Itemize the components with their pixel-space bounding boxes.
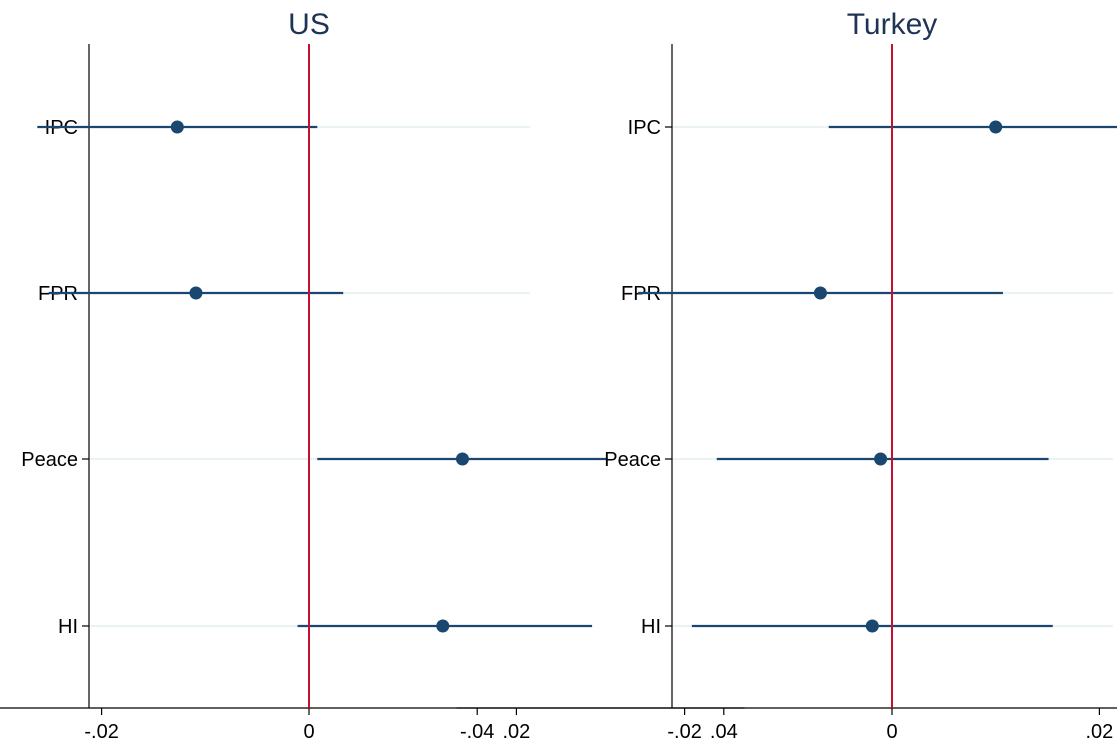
point-marker-turkey-fpr (813, 286, 827, 300)
x-tick-label-us-3: .02 (502, 721, 530, 743)
x-tick-label-turkey-1: -.02 (667, 721, 701, 743)
x-tick-label-us-1: -.02 (84, 721, 118, 743)
point-marker-us-peace (455, 452, 469, 466)
x-tick-label-turkey-2: 0 (886, 721, 897, 743)
panel-title-turkey: Turkey (847, 8, 938, 41)
point-marker-turkey-hi (865, 619, 879, 633)
y-tick-label-turkey-ipc: IPC (628, 117, 661, 139)
point-marker-us-fpr (189, 286, 203, 300)
y-tick-label-turkey-peace: Peace (604, 449, 661, 471)
x-tick-label-us-2: 0 (303, 721, 314, 743)
point-marker-us-ipc (170, 120, 184, 134)
x-tick-label-us-4: .04 (710, 721, 738, 743)
point-marker-turkey-peace (874, 452, 888, 466)
panel-title-us: US (288, 8, 330, 41)
x-tick-label-turkey-3: .02 (1085, 721, 1113, 743)
y-tick-label-turkey-hi: HI (641, 616, 661, 638)
point-marker-turkey-ipc (989, 120, 1003, 134)
y-tick-label-us-peace: Peace (21, 449, 78, 471)
y-tick-label-us-hi: HI (58, 616, 78, 638)
x-tick-label-turkey-0: -.04 (460, 721, 494, 743)
point-marker-us-hi (436, 619, 450, 633)
